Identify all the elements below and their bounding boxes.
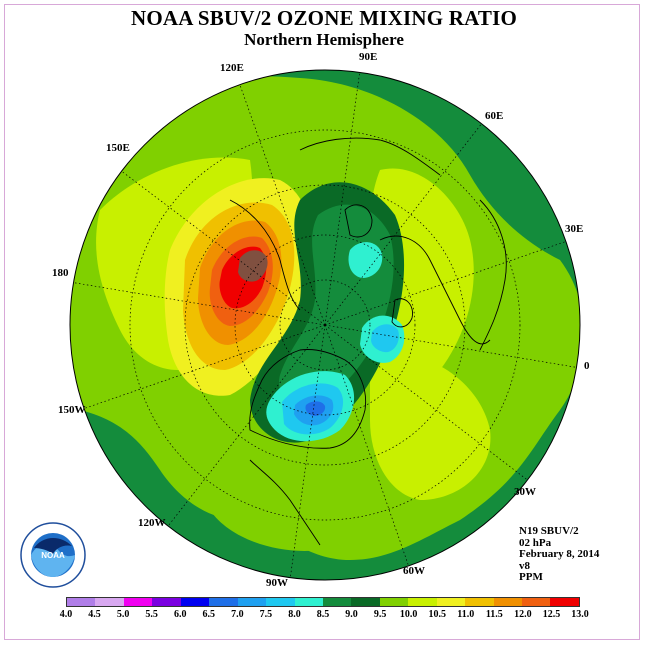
colorbar-swatch <box>436 598 466 606</box>
colorbar-swatch <box>322 598 352 606</box>
colorbar-ticks: 4.0 4.5 5.0 5.5 6.0 6.5 7.0 7.5 8.0 8.5 9.0 9.5 10.0… <box>60 609 589 623</box>
info-level: 02 hPa <box>519 536 552 549</box>
info-version: v8 <box>519 559 530 572</box>
colorbar-swatch <box>408 598 437 606</box>
colorbar-swatch <box>266 598 295 606</box>
colorbar-tick-label: 11.5 <box>485 609 503 620</box>
lon-label-150w: 150W <box>58 404 86 416</box>
colorbar-tick-label: 4.5 <box>88 609 101 620</box>
coastlines <box>229 137 507 546</box>
colorbar-swatch <box>180 598 210 606</box>
colorbar-tick-label: 9.0 <box>345 609 358 620</box>
colorbar-tick-label: 11.0 <box>457 609 475 620</box>
info-units: PPM <box>519 571 543 584</box>
colorbar-swatch <box>123 598 153 606</box>
colorbar-tick-label: 5.0 <box>116 609 130 620</box>
ozone-field <box>70 70 580 580</box>
lon-label-150e: 150E <box>106 142 130 154</box>
colorbar-tick-label: 10.0 <box>399 609 418 620</box>
map-title: NOAA SBUV/2 OZONE MIXING RATIO <box>131 6 517 30</box>
logo-text: NOAA <box>41 551 65 560</box>
colorbar-swatch <box>237 598 267 606</box>
colorbar-tick-label: 7.5 <box>259 609 273 620</box>
colorbar-tick-label: 5.5 <box>145 609 158 620</box>
colorbar-tick-label: 10.5 <box>428 609 446 620</box>
noaa-logo: NOAA <box>20 522 86 588</box>
lon-label-180: 180 <box>52 267 69 279</box>
colorbar-swatch <box>95 598 124 606</box>
colorbar-swatch <box>351 598 380 606</box>
colorbar-tick-label: 8.0 <box>288 609 301 620</box>
colorbar-swatch <box>550 598 579 606</box>
colorbar-swatch <box>522 598 551 606</box>
colorbar-tick-label: 8.5 <box>316 609 330 620</box>
lon-label-90e: 90E <box>359 51 378 63</box>
colorbar-swatch <box>465 598 494 606</box>
info-block: N19 SBUV/2 02 hPa February 8, 2014 v8 PP… <box>519 525 600 584</box>
lon-label-90w: 90W <box>266 577 288 589</box>
colorbar-swatch <box>294 598 323 606</box>
colorbar-tick-label: 7.0 <box>231 609 244 620</box>
lon-label-120e: 120E <box>220 62 244 74</box>
colorbar-tick-label: 9.5 <box>373 609 387 620</box>
lon-label-30w: 30W <box>514 486 536 498</box>
colorbar-swatch <box>67 598 96 606</box>
page-frame <box>4 4 640 640</box>
colorbar-tick-label: 4.0 <box>59 609 73 620</box>
lon-label-60w: 60W <box>403 565 425 577</box>
latitude-circles <box>129 129 521 521</box>
colorbar <box>66 597 580 607</box>
lon-label-120w: 120W <box>138 517 166 529</box>
colorbar-swatch <box>379 598 409 606</box>
colorbar-swatch <box>209 598 238 606</box>
info-instrument: N19 SBUV/2 <box>519 525 579 537</box>
lon-label-30e: 30E <box>565 223 584 235</box>
meridians <box>70 70 580 580</box>
colorbar-swatch <box>493 598 522 606</box>
hemisphere-boundary <box>69 69 581 581</box>
map-subtitle: Northern Hemisphere <box>244 30 404 49</box>
lon-label-60e: 60E <box>485 110 504 122</box>
colorbar-tick-label: 6.5 <box>202 609 216 620</box>
lon-label-0: 0 <box>584 360 590 372</box>
colorbar-tick-label: 13.0 <box>571 609 589 620</box>
info-date: February 8, 2014 <box>519 548 600 561</box>
colorbar-swatch <box>152 598 181 606</box>
colorbar-tick-label: 6.0 <box>173 609 187 620</box>
colorbar-tick-label: 12.0 <box>514 609 532 620</box>
colorbar-tick-label: 12.5 <box>542 609 561 620</box>
